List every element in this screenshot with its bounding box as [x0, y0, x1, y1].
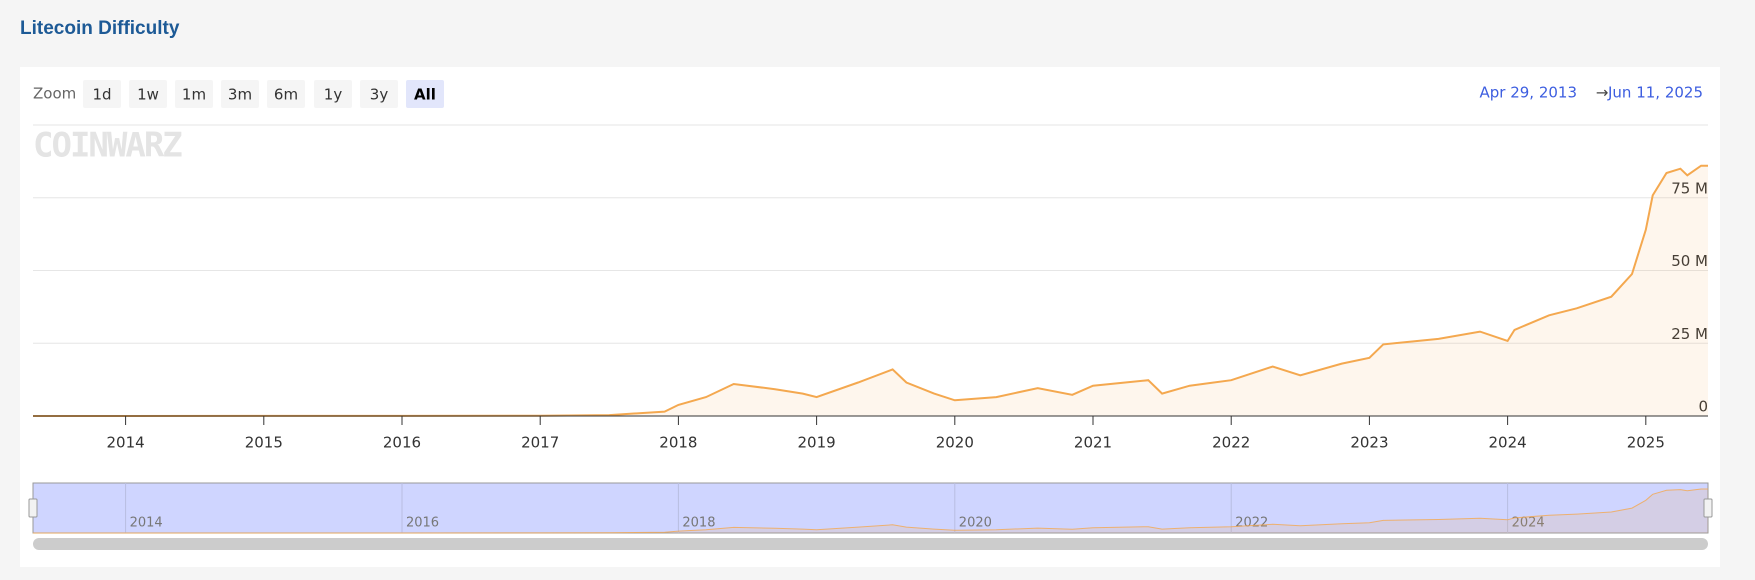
x-tick-label: 2023: [1350, 434, 1388, 452]
range-from: Apr 29, 2013: [1479, 84, 1577, 102]
x-tick-label: 2018: [659, 434, 697, 452]
y-tick-label: 75 M: [1671, 179, 1708, 197]
zoom-button-label[interactable]: 1w: [137, 86, 159, 104]
chart-title: Litecoin Difficulty: [20, 18, 180, 39]
navigator-tick-label: 2014: [130, 516, 163, 531]
zoom-button-label[interactable]: 1m: [182, 86, 206, 104]
zoom-button[interactable]: [129, 80, 167, 108]
zoom-button[interactable]: [406, 80, 444, 108]
area: [33, 165, 1708, 416]
navigator-tick-label: 2020: [959, 516, 992, 531]
x-tick-label: 2025: [1627, 434, 1665, 452]
zoom-button-label[interactable]: 3m: [228, 86, 252, 104]
zoom-button[interactable]: [267, 80, 305, 108]
zoom-label: Zoom: [33, 85, 76, 103]
navigator-handle[interactable]: [28, 498, 38, 518]
navigator-tick-label: 2018: [682, 516, 715, 531]
x-tick-label: 2022: [1212, 434, 1250, 452]
zoom-button-label[interactable]: 1d: [92, 86, 111, 104]
zoom-button-label[interactable]: All: [414, 86, 436, 104]
y-tick-label: 0: [1698, 398, 1708, 416]
x-tick-label: 2017: [521, 434, 559, 452]
x-tick-label: 2019: [798, 434, 836, 452]
zoom-button-label[interactable]: 3y: [370, 86, 389, 104]
zoom-button[interactable]: [83, 80, 121, 108]
navigator-tick-label: 2024: [1512, 516, 1545, 531]
zoom-button-label[interactable]: 6m: [274, 86, 298, 104]
scrollbar[interactable]: [33, 538, 1708, 550]
watermark: COINWARZ: [33, 126, 182, 166]
zoom-button[interactable]: [314, 80, 352, 108]
navigator-area: [33, 489, 1708, 533]
zoom-button[interactable]: [175, 80, 213, 108]
x-tick-label: 2014: [107, 434, 145, 452]
range-to: Jun 11, 2025: [1607, 84, 1703, 102]
line: [33, 164, 1708, 417]
x-tick-label: 2016: [383, 434, 421, 452]
y-tick-label: 25 M: [1671, 325, 1708, 343]
x-tick-label: 2015: [245, 434, 283, 452]
zoom-button[interactable]: [221, 80, 259, 108]
zoom-button[interactable]: [360, 80, 398, 108]
y-tick-label: 50 M: [1671, 252, 1708, 270]
zoom-button-label[interactable]: 1y: [324, 86, 343, 104]
x-tick-label: 2024: [1489, 434, 1527, 452]
range-separator: →: [1596, 84, 1609, 102]
navigator-line: [33, 488, 1708, 534]
navigator-tick-label: 2022: [1235, 516, 1268, 531]
x-tick-label: 2021: [1074, 434, 1112, 452]
navigator-tick-label: 2016: [406, 516, 439, 531]
x-tick-label: 2020: [936, 434, 974, 452]
navigator-handle[interactable]: [1703, 498, 1713, 518]
navigator-mask: [32, 482, 1709, 534]
